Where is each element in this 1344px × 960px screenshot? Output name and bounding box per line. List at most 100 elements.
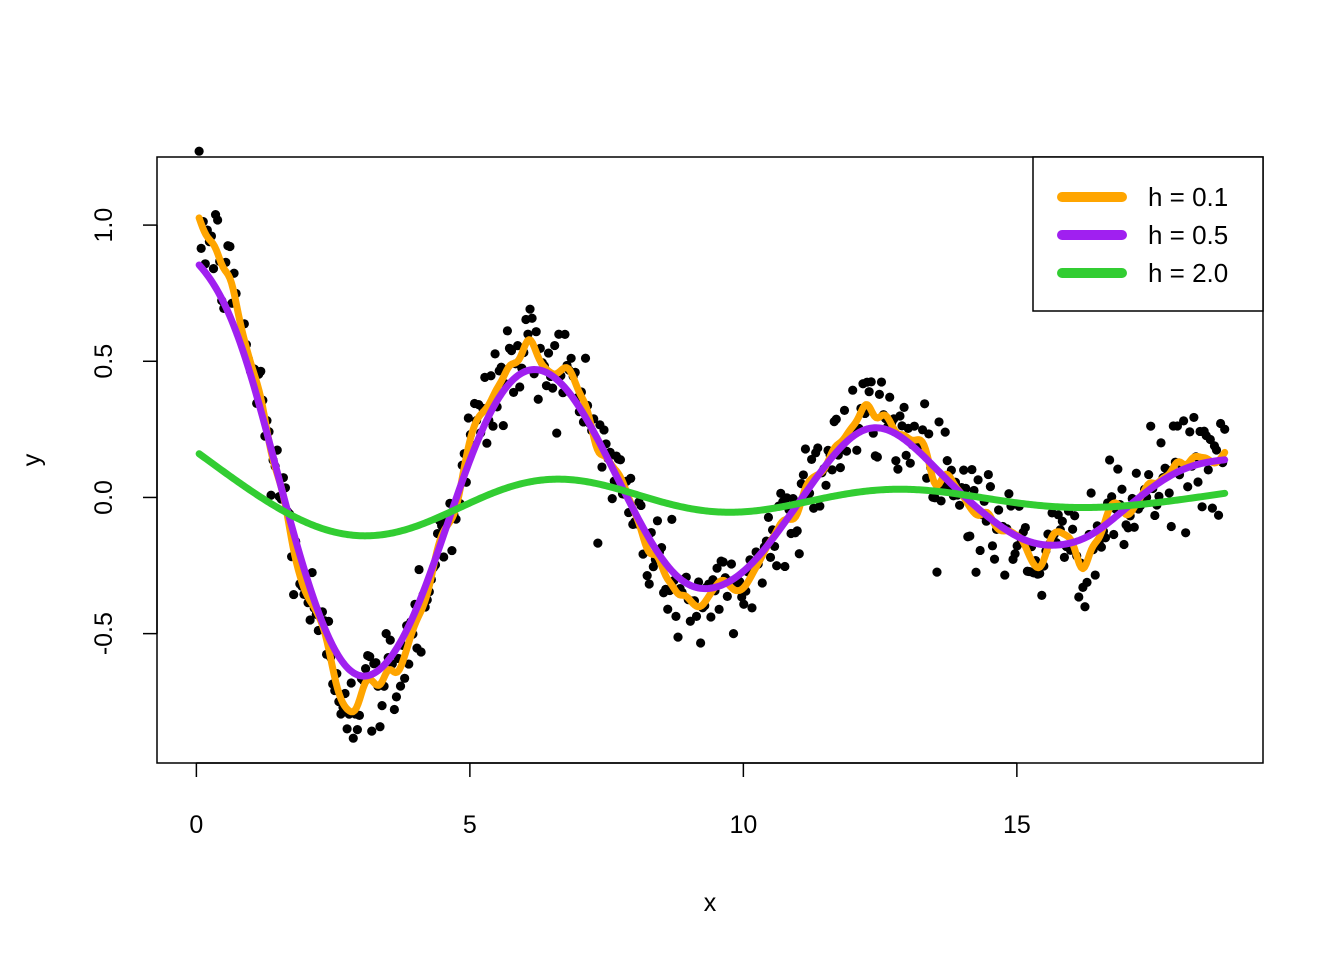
scatter-point [1119,539,1129,550]
scatter-point [1057,516,1067,526]
scatter-point [599,425,609,435]
scatter-point [739,599,749,609]
scatter-point [1164,488,1174,498]
scatter-point [852,445,862,455]
y-tick-label: -0.5 [90,612,118,655]
scatter-point [389,704,399,715]
scatter-point [920,399,930,409]
scatter-point [792,526,802,536]
legend: h = 0.1 h = 0.5 h = 2.0 [1032,156,1264,312]
scatter-point [932,567,942,577]
scatter-point [488,421,498,431]
scatter-point [371,658,381,668]
scatter-point [416,647,426,657]
scatter-point [439,552,449,562]
scatter-point [714,604,724,614]
scatter-point [482,438,492,448]
scatter-point [208,264,219,274]
scatter-point [987,541,998,551]
scatter-point [1166,521,1176,532]
scatter-point [365,652,375,662]
smoother-lines [195,214,1229,716]
scatter-point [1183,482,1193,492]
scatter-point [486,371,496,381]
x-axis: 0 5 10 15 [189,762,1031,839]
scatter-point [794,549,804,559]
scatter-point [1068,524,1078,534]
scatter-point [352,725,362,735]
y-tick-label: 0.0 [90,480,118,515]
legend-label: h = 2.0 [1148,258,1228,288]
scatter-point [821,480,831,490]
scatter-point [593,538,603,548]
scatter-point [1144,469,1154,480]
scatter-point [848,385,858,395]
scatter-point [1197,502,1207,512]
scatter-point [375,722,385,732]
scatter-point [728,629,739,639]
scatter-point [348,733,358,743]
scatter-point [196,243,206,254]
scatter-point [772,561,782,571]
scatter-point [798,470,808,480]
scatter-point [985,482,996,492]
scatter-point [1035,568,1045,579]
scatter-point [194,146,204,156]
legend-label: h = 0.5 [1148,220,1228,250]
scatter-point [909,421,919,431]
scatter-point [989,554,1000,564]
scatter-point [827,465,837,475]
scatter-point [346,678,356,688]
scatter-point [961,483,971,493]
scatter-point [983,469,993,480]
scatter-point [1131,468,1141,478]
scatter-point [975,545,985,556]
scatter-point [971,567,981,577]
scatter-point [1113,464,1123,474]
scatter-point [901,450,911,460]
scatter-point [1070,511,1080,521]
scatter-point [726,559,737,569]
scatter-point [866,377,876,387]
scatter-point [895,411,905,421]
scatter-point [525,304,535,314]
scatter-point [706,612,716,622]
x-tick-label: 10 [729,811,757,839]
scatter-point [1185,427,1195,437]
scatter-point [552,428,562,438]
scatter-point [527,313,537,323]
scatter-point [385,635,395,645]
scatter-point [1010,549,1020,559]
scatter-point [543,348,554,358]
scatter-point [967,464,977,475]
scatter-point [815,501,825,511]
scatter-point [936,496,946,506]
scatter-point [872,452,882,462]
scatter-point [1179,416,1189,426]
scatter-point [1220,424,1230,434]
y-tick-label: 0.5 [90,344,118,379]
scatter-point [648,562,658,572]
scatter-point [1156,438,1166,448]
scatter-point [667,514,677,524]
scatter-point [807,454,817,465]
scatter-point [1172,421,1183,431]
x-tick-label: 15 [1003,811,1031,839]
scatter-point [342,724,352,734]
scatter-point [404,659,414,669]
scatter-point [354,710,365,720]
scatter-point [225,241,235,252]
scatter-point [864,387,874,397]
scatter-point [1207,503,1217,513]
scatter-point [1080,602,1090,612]
scatter-point [1150,510,1160,521]
scatter-point [1004,489,1014,499]
x-tick-label: 5 [463,811,477,839]
scatter-point [1213,510,1224,520]
scatter-point [377,701,387,711]
scatter-point [673,632,683,642]
scatter-point [305,615,315,625]
scatter-point [1000,570,1010,580]
scatter-point [757,578,767,588]
scatter-point [531,327,541,337]
